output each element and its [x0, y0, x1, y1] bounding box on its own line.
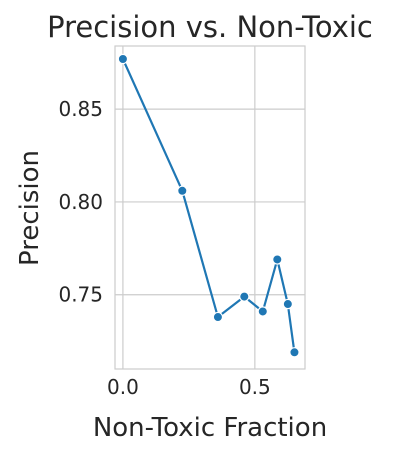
y-tick-label: 0.80	[58, 190, 103, 214]
series-line	[121, 58, 296, 353]
data-point	[272, 254, 283, 265]
plot-frame	[114, 45, 306, 370]
grid-lines	[115, 46, 305, 369]
data-point	[177, 185, 188, 196]
data-point	[212, 311, 224, 323]
x-axis-label: Non-Toxic Fraction	[93, 413, 327, 443]
series-layer	[117, 53, 300, 358]
data-point	[117, 53, 129, 65]
chart-title: Precision vs. Non-Toxic	[47, 10, 373, 44]
y-tick-label: 0.85	[58, 97, 103, 121]
x-tick-label: 0.5	[239, 375, 271, 399]
x-tick-label: 0.0	[107, 375, 139, 399]
data-point	[282, 298, 294, 310]
tick-labels: 0.0 0.5 0.75 0.80 0.85	[58, 97, 270, 399]
data-point	[289, 347, 300, 358]
y-tick-label: 0.75	[58, 283, 103, 307]
data-point	[239, 291, 250, 302]
y-axis-label: Precision	[15, 150, 45, 266]
data-point	[257, 306, 268, 317]
